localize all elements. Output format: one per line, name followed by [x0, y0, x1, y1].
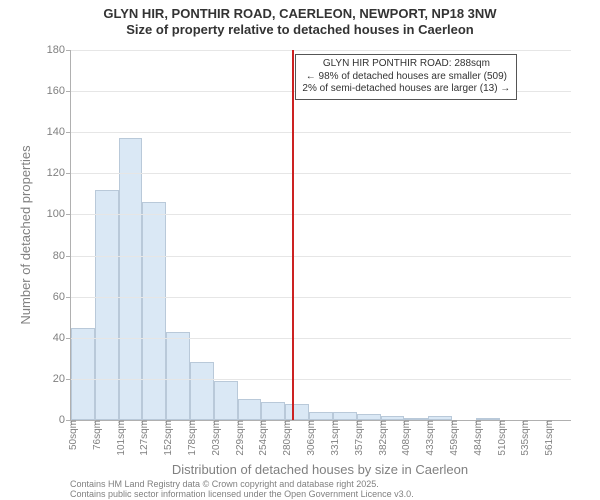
histogram-bar: [238, 399, 262, 420]
plot-area: 02040608010012014016018050sqm76sqm101sqm…: [70, 50, 571, 421]
xtick-label: 484sqm: [468, 420, 484, 456]
xtick-label: 50sqm: [63, 420, 79, 450]
gridline: [71, 297, 571, 298]
annotation-box: GLYN HIR PONTHIR ROAD: 288sqm← 98% of de…: [295, 54, 517, 100]
histogram-bar: [285, 404, 309, 420]
xtick-label: 280sqm: [277, 420, 293, 456]
xtick-label: 433sqm: [420, 420, 436, 456]
title-line-2: Size of property relative to detached ho…: [0, 22, 600, 38]
histogram-bar: [71, 328, 95, 421]
histogram-bar: [309, 412, 333, 420]
histogram-bar: [190, 362, 214, 420]
ytick-label: 40: [53, 332, 71, 344]
xtick-label: 127sqm: [134, 420, 150, 456]
ytick-label: 140: [47, 126, 71, 138]
gridline: [71, 338, 571, 339]
xtick-label: 101sqm: [111, 420, 127, 456]
gridline: [71, 379, 571, 380]
xtick-label: 178sqm: [182, 420, 198, 456]
ytick-label: 80: [53, 250, 71, 262]
xtick-label: 408sqm: [396, 420, 412, 456]
histogram-bar: [119, 138, 143, 420]
histogram-bar: [333, 412, 357, 420]
y-axis-label: Number of detached properties: [18, 50, 33, 420]
ytick-label: 120: [47, 167, 71, 179]
histogram-bar: [261, 402, 285, 421]
ytick-label: 160: [47, 85, 71, 97]
xtick-label: 229sqm: [230, 420, 246, 456]
annotation-line-2: ← 98% of detached houses are smaller (50…: [302, 71, 510, 84]
xtick-label: 254sqm: [253, 420, 269, 456]
annotation-line-1: GLYN HIR PONTHIR ROAD: 288sqm: [302, 58, 510, 71]
gridline: [71, 256, 571, 257]
histogram-bar: [95, 190, 119, 420]
xtick-label: 152sqm: [158, 420, 174, 456]
xtick-label: 306sqm: [301, 420, 317, 456]
xtick-label: 561sqm: [539, 420, 555, 456]
gridline: [71, 50, 571, 51]
xtick-label: 510sqm: [492, 420, 508, 456]
histogram-bar: [214, 381, 238, 420]
ytick-label: 20: [53, 373, 71, 385]
histogram-bar: [166, 332, 190, 420]
chart-title: GLYN HIR, PONTHIR ROAD, CAERLEON, NEWPOR…: [0, 6, 600, 39]
gridline: [71, 132, 571, 133]
xtick-label: 357sqm: [349, 420, 365, 456]
ytick-label: 60: [53, 291, 71, 303]
gridline: [71, 214, 571, 215]
histogram-bars: [71, 50, 571, 420]
xtick-label: 331sqm: [325, 420, 341, 456]
footer-line-2: Contains public sector information licen…: [70, 490, 414, 500]
x-axis-label: Distribution of detached houses by size …: [70, 462, 570, 477]
footer-attribution: Contains HM Land Registry data © Crown c…: [70, 480, 414, 500]
title-line-1: GLYN HIR, PONTHIR ROAD, CAERLEON, NEWPOR…: [0, 6, 600, 22]
xtick-label: 76sqm: [87, 420, 103, 450]
xtick-label: 203sqm: [206, 420, 222, 456]
ytick-label: 180: [47, 44, 71, 56]
gridline: [71, 173, 571, 174]
xtick-label: 535sqm: [515, 420, 531, 456]
xtick-label: 459sqm: [444, 420, 460, 456]
histogram-bar: [142, 202, 166, 420]
chart-container: GLYN HIR, PONTHIR ROAD, CAERLEON, NEWPOR…: [0, 0, 600, 500]
annotation-line-3: 2% of semi-detached houses are larger (1…: [302, 83, 510, 96]
ytick-label: 100: [47, 208, 71, 220]
marker-line: [292, 50, 294, 420]
xtick-label: 382sqm: [373, 420, 389, 456]
